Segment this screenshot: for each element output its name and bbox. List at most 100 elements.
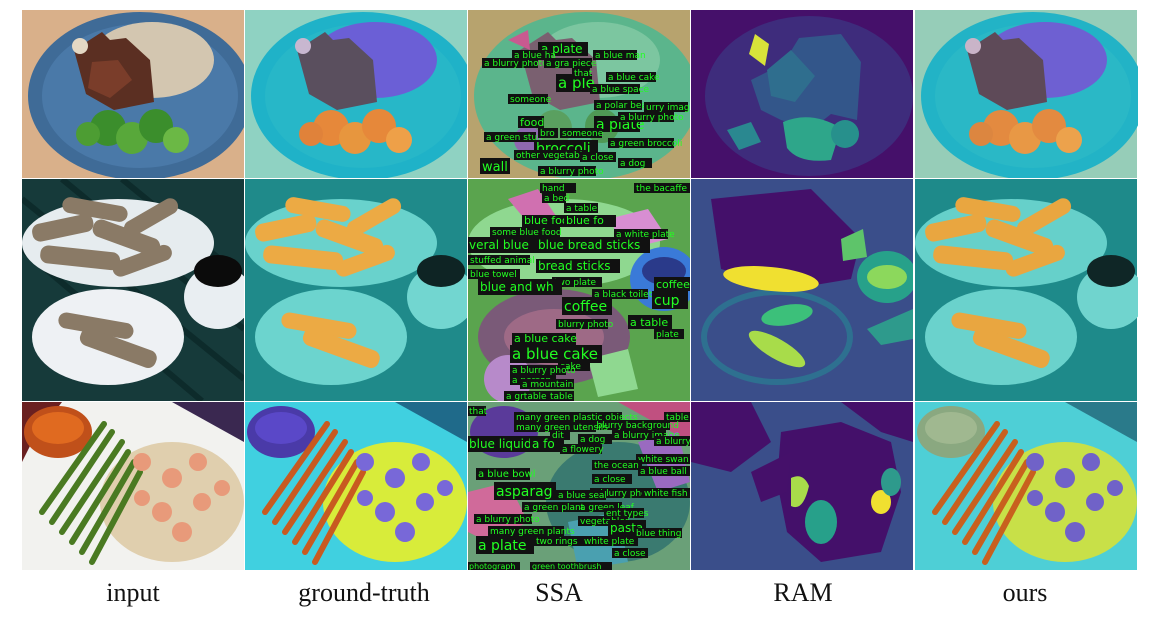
ssa-label: dit <box>550 430 570 441</box>
svg-text:photograph: photograph <box>469 562 516 570</box>
ssa-label: the bacaffe <box>634 183 690 194</box>
ssa-label: a blue space <box>590 84 650 95</box>
ssa-label: a table <box>628 315 672 329</box>
row2-ours-image <box>914 179 1138 401</box>
svg-text:that: that <box>469 407 488 417</box>
svg-text:table: table <box>550 392 573 401</box>
svg-text:a blurry photo: a blurry photo <box>512 366 576 376</box>
svg-text:ent types: ent types <box>606 509 649 519</box>
svg-text:many green plastic objects: many green plastic objects <box>516 413 638 423</box>
svg-text:asparag: asparag <box>496 484 553 500</box>
row1-ssa-text-labels: a plate a blue man a blurry photo a ple … <box>480 42 690 177</box>
row3-groundtruth-image <box>245 402 467 570</box>
svg-text:a blurry photo: a blurry photo <box>540 167 604 177</box>
row2-input-image <box>22 179 244 401</box>
ssa-label: stuffed animal <box>468 255 535 266</box>
ssa-label: a dog <box>578 434 612 445</box>
ssa-label: white fish <box>642 488 690 499</box>
ssa-label: table <box>548 391 574 401</box>
ssa-label: coffee <box>654 277 690 291</box>
row2-groundtruth-image <box>245 179 467 401</box>
ssa-label: a blurry photo <box>482 58 548 69</box>
row2-groundtruth-mask <box>245 179 467 401</box>
row2-ssa-image: hand the bacaffe a bed a table blue food… <box>468 179 690 401</box>
ssa-label: blue towel <box>468 269 520 280</box>
svg-text:stuffed animal: stuffed animal <box>470 256 535 266</box>
svg-text:a close: a close <box>582 153 614 163</box>
svg-text:a blue ball: a blue ball <box>640 467 687 477</box>
ssa-label: vegetables <box>578 516 630 527</box>
ssa-label: a blue man <box>593 50 646 61</box>
ssa-label: a blue cake <box>510 345 602 363</box>
row1-input-photo <box>22 10 244 178</box>
ssa-label: table <box>664 412 690 423</box>
svg-text:vegetables: vegetables <box>580 517 630 527</box>
ssa-label: a blurry photo <box>618 112 684 123</box>
row1-ram-mask <box>691 10 913 178</box>
ssa-label: veral blue <box>468 237 536 253</box>
svg-text:cup: cup <box>654 293 680 309</box>
ssa-label: a blue bowl <box>476 468 536 480</box>
row3-ssa-image: that many green plastic objects table bl… <box>468 402 690 570</box>
row3-ssa-text-labels: that many green plastic objects table bl… <box>468 406 690 570</box>
ssa-label: plate <box>654 329 684 340</box>
svg-text:someone: someone <box>562 129 604 139</box>
svg-text:a dog: a dog <box>620 159 645 169</box>
ssa-label: food <box>518 116 544 129</box>
ssa-label: someone <box>560 128 604 139</box>
ssa-label: the ocean <box>592 460 642 471</box>
svg-text:bread sticks: bread sticks <box>538 259 611 273</box>
caption-ours: ours <box>1002 578 1048 607</box>
ssa-label: a grtable <box>504 391 548 401</box>
svg-text:green toothbrush: green toothbrush <box>532 562 601 570</box>
svg-text:a grtable: a grtable <box>506 392 547 401</box>
svg-text:blue and wh: blue and wh <box>480 280 554 294</box>
svg-text:veral blue: veral blue <box>469 238 529 252</box>
row1-ours-mask <box>915 10 1138 178</box>
svg-text:two plate: two plate <box>554 278 597 288</box>
row1-groundtruth-image <box>245 10 467 178</box>
ssa-label: a blurry photo <box>538 166 604 177</box>
svg-text:white plate: white plate <box>584 537 635 547</box>
ssa-label: many green plants <box>488 526 575 537</box>
svg-text:urry image: urry image <box>646 103 690 113</box>
svg-text:coffee: coffee <box>564 299 607 315</box>
svg-text:the bacaffe: the bacaffe <box>636 184 688 194</box>
ssa-label: someone <box>508 94 552 105</box>
row1-ram-image <box>691 10 913 178</box>
svg-text:wall: wall <box>482 160 508 175</box>
svg-text:a green stuff: a green stuff <box>486 133 544 143</box>
ssa-label: blue bread sticks <box>536 237 650 253</box>
ssa-label: a blurry image <box>612 430 680 441</box>
row1-ssa-segmentation: a plate a blue man a blurry photo a ple … <box>468 10 690 178</box>
ssa-label: a blurry photo <box>590 488 656 499</box>
svg-text:table: table <box>666 413 689 423</box>
row1-input-image <box>22 10 244 178</box>
figure-grid: a plate a blue man a blurry photo a ple … <box>22 10 1138 570</box>
svg-text:a blue space: a blue space <box>592 85 650 95</box>
svg-text:white swan: white swan <box>638 455 689 465</box>
row3-ours-mask <box>915 402 1137 570</box>
row2-ssa-text-labels: hand the bacaffe a bed a table blue food… <box>468 183 690 401</box>
ssa-label: some blue food <box>490 227 562 238</box>
ssa-label: a bed <box>542 193 569 204</box>
svg-text:cake: cake <box>560 362 581 372</box>
svg-text:a close: a close <box>594 475 626 485</box>
svg-text:a blurry photo: a blurry photo <box>620 113 684 123</box>
ssa-label: a blurry background <box>586 420 679 431</box>
svg-text:dit: dit <box>552 431 564 441</box>
ssa-label: blue thing <box>634 528 682 539</box>
ssa-label: a flowery <box>560 444 604 455</box>
ssa-label: many green plastic objects <box>514 412 638 423</box>
row3-ram-mask <box>691 402 913 570</box>
ssa-label: a green stuff <box>484 132 544 143</box>
svg-text:white fish: white fish <box>644 489 688 499</box>
ssa-label: a white plate <box>614 229 675 240</box>
row3-input-image <box>22 402 244 570</box>
svg-text:other vegetables: other vegetables <box>516 151 593 161</box>
ssa-label: wall <box>480 158 510 175</box>
ssa-label: a close <box>592 474 632 485</box>
svg-text:food: food <box>520 116 544 129</box>
svg-text:blue bread sticks: blue bread sticks <box>538 238 640 252</box>
ssa-label: urry image <box>644 102 690 113</box>
